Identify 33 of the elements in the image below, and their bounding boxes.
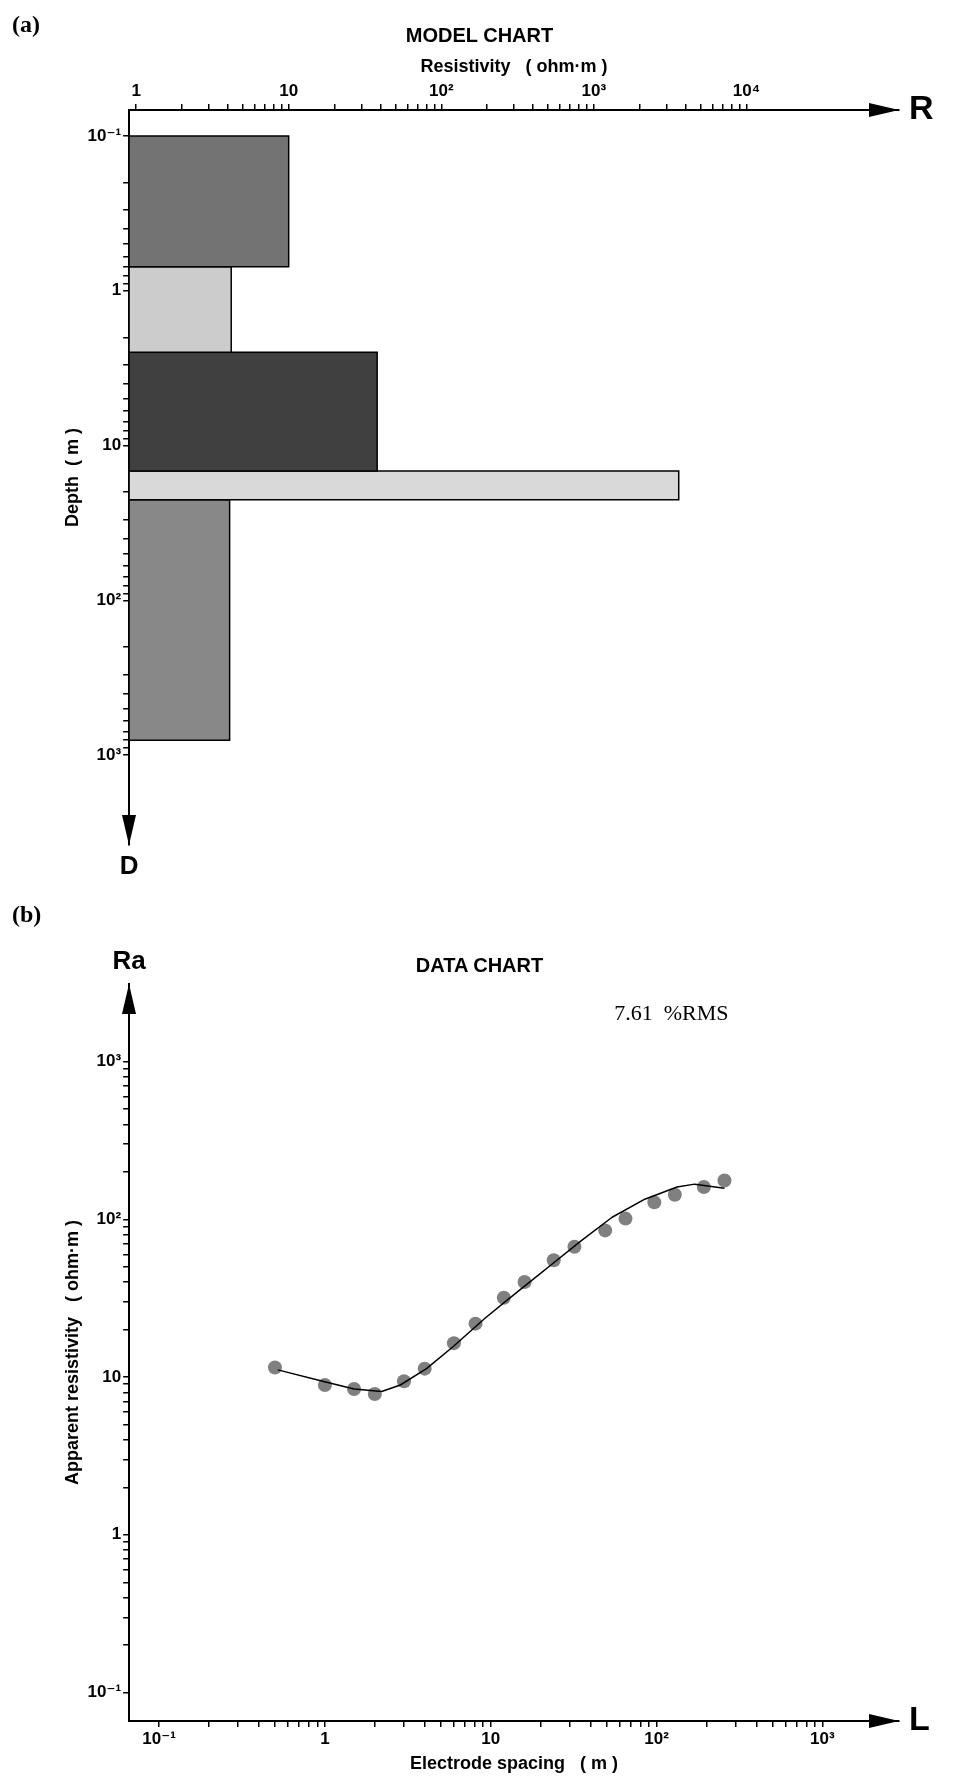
text: (a) — [12, 11, 40, 38]
chart-title: DATA CHART — [415, 953, 544, 976]
text: R — [909, 88, 934, 127]
y-tick-label: 10 — [102, 435, 122, 455]
x-tick-label: 10² — [644, 1728, 670, 1748]
x-tick-label: 10⁻¹ — [142, 1728, 177, 1748]
y-axis-title: Apparent resistivity ( ohm·m ) — [61, 1219, 82, 1486]
x-axis-title: Electrode spacing ( m ) — [410, 1753, 619, 1774]
y-tick-label: 10⁻¹ — [87, 125, 122, 145]
x-tick-label: 10³ — [581, 81, 607, 101]
x-axis-title: Resistivity ( ohm·m ) — [420, 55, 608, 76]
x-tick-label: 10³ — [810, 1728, 835, 1748]
text: D — [119, 850, 139, 881]
text: L — [909, 1699, 930, 1738]
y-axis-title: Depth ( m ) — [61, 428, 82, 527]
x-tick-label: 10 — [279, 81, 299, 101]
x-tick-label: 1 — [320, 1728, 330, 1748]
text: Ra — [112, 945, 147, 976]
y-tick-label: 10 — [102, 1366, 122, 1386]
x-tick-label: 10 — [481, 1728, 501, 1748]
x-tick-label: 10⁴ — [732, 81, 761, 101]
y-tick-label: 10³ — [96, 1051, 122, 1071]
y-tick-label: 1 — [111, 1524, 122, 1544]
y-tick-label: 10² — [96, 590, 122, 610]
x-tick-label: 1 — [131, 81, 141, 101]
y-tick-label: 10³ — [96, 744, 122, 764]
annotation: 7.61 %RMS — [614, 999, 729, 1025]
chart-title: MODEL CHART — [405, 23, 554, 46]
x-tick-label: 10² — [428, 81, 454, 101]
y-tick-label: 10⁻¹ — [87, 1682, 122, 1702]
y-tick-label: 1 — [111, 280, 122, 300]
text: (b) — [12, 901, 42, 928]
y-tick-label: 10² — [96, 1208, 122, 1228]
